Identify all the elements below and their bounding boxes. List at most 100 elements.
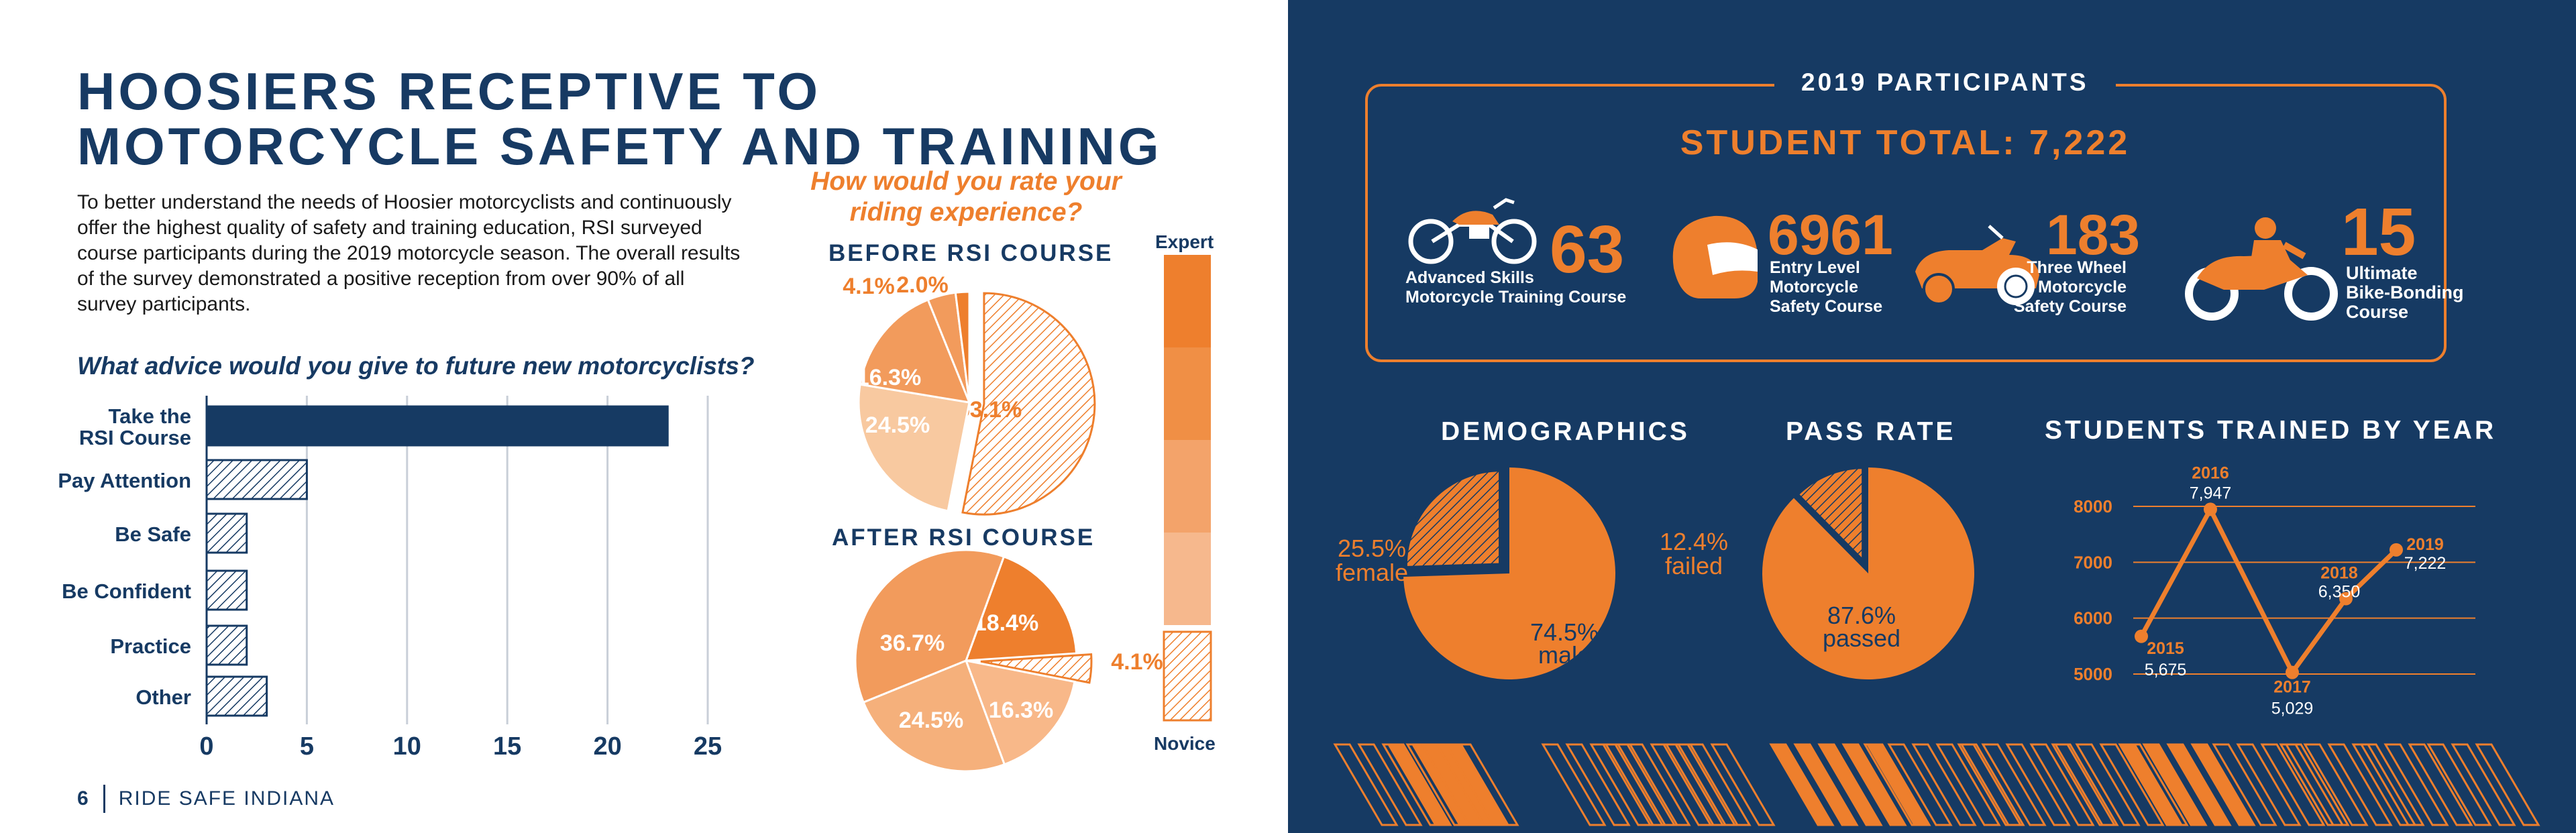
x-label: 2018 xyxy=(2320,564,2358,583)
stripe xyxy=(1957,743,2023,826)
participant-label-bike-bonding: Ultimate Bike-Bonding Course xyxy=(2346,264,2464,322)
participant-count-three-wheel: 183 xyxy=(2046,203,2141,266)
page-number: 6 xyxy=(77,787,90,810)
x-tick-label: 20 xyxy=(593,732,621,761)
students-by-year-title: STUDENTS TRAINED BY YEAR xyxy=(2045,416,2497,445)
x-tick-label: 25 xyxy=(694,732,722,761)
slice-percent-label: 12.4% xyxy=(1660,528,1728,555)
participant-count-bike-bonding: 15 xyxy=(2341,195,2416,270)
data-point xyxy=(2204,502,2217,516)
slice-name-label: passed xyxy=(1823,624,1900,652)
slice-percent-label: 87.6% xyxy=(1827,602,1896,629)
right-page: 2019 PARTICIPANTS STUDENT TOTAL: 7,222 6… xyxy=(1288,0,2576,833)
participant-label-advanced: Advanced Skills Motorcycle Training Cour… xyxy=(1405,268,1626,307)
page-title: HOOSIERS RECEPTIVE TO MOTORCYCLE SAFETY … xyxy=(77,62,1163,176)
pie-slice xyxy=(964,555,1078,662)
demographics-pie: 74.5%male 25.5%female xyxy=(1336,467,1615,679)
data-label: 7,947 xyxy=(2190,484,2232,502)
stripe xyxy=(2426,743,2492,826)
footer-brand: RIDE SAFE INDIANA xyxy=(118,787,335,810)
label-line: Entry Level xyxy=(1770,258,1860,277)
experience-scale-bar xyxy=(1163,255,1212,722)
label-line: Ultimate xyxy=(2346,263,2418,283)
label-line: Motorcycle Training Course xyxy=(1405,288,1627,307)
stripe xyxy=(2212,743,2277,826)
slice-percent-label: 25.5% xyxy=(1338,535,1406,562)
bar xyxy=(205,459,308,500)
before-course-pie: 53.1%24.5%16.3%4.1% 2.0% xyxy=(843,272,1096,516)
label-line: Three Wheel xyxy=(2027,258,2127,277)
y-tick-label: 7000 xyxy=(2074,552,2112,572)
scale-segment xyxy=(1163,630,1212,722)
slice-label: 4.1% xyxy=(1111,649,1163,675)
stripe xyxy=(2451,743,2516,826)
stripe xyxy=(1981,743,2047,826)
bar xyxy=(205,512,248,554)
label-line: Course xyxy=(2346,302,2409,322)
x-label: 2019 xyxy=(2406,535,2444,554)
stripe xyxy=(1565,743,1631,826)
stripe xyxy=(2005,743,2071,826)
pie-slice xyxy=(980,653,1093,684)
stripe xyxy=(1541,743,1607,826)
decorative-stripes xyxy=(1333,743,2540,826)
slice-label: 24.5% xyxy=(865,412,930,438)
x-tick-label: 5 xyxy=(300,732,314,761)
bar xyxy=(205,569,248,611)
x-label: 2017 xyxy=(2273,678,2311,697)
label-line: Advanced Skills xyxy=(1405,268,1534,287)
pie-slice xyxy=(1762,467,1974,679)
stripe xyxy=(2327,743,2393,826)
scale-novice-label: Novice xyxy=(1154,733,1216,754)
y-tick-label: 5000 xyxy=(2074,664,2112,684)
category-label: Other xyxy=(136,685,191,709)
pass-rate-title: PASS RATE xyxy=(1786,417,1956,446)
rating-question: How would you rate your riding experienc… xyxy=(810,167,1122,227)
stripe xyxy=(1793,743,1859,826)
stripe xyxy=(2236,743,2302,826)
slice-label: 16.3% xyxy=(857,365,921,390)
stripe xyxy=(2359,743,2425,826)
intro-paragraph: To better understand the needs of Hoosie… xyxy=(77,191,741,315)
pass-rate-pie: 87.6%passed 12.4%failed xyxy=(1660,465,1974,679)
scale-segment xyxy=(1164,440,1211,533)
slice-label: 36.7% xyxy=(880,630,945,656)
label-line: Safety Course xyxy=(2013,297,2127,316)
pie-slice xyxy=(1403,467,1615,679)
stripe xyxy=(2303,743,2369,826)
stripe xyxy=(2383,743,2449,826)
stripe xyxy=(1686,743,1752,826)
category-label: Practice xyxy=(110,634,191,658)
stripe xyxy=(1769,743,1835,826)
participant-label-entry: Entry Level Motorcycle Safety Course xyxy=(1770,258,1882,317)
stripe xyxy=(2099,743,2165,826)
stripe xyxy=(2408,743,2473,826)
y-tick-label: 6000 xyxy=(2074,608,2112,628)
pie-slice xyxy=(857,383,971,512)
slice-label: 4.1% xyxy=(843,274,895,299)
slice-name-label: male xyxy=(1538,641,1591,669)
stripe xyxy=(1710,743,1776,826)
pie-slice xyxy=(854,549,1006,704)
stripe xyxy=(1911,743,1977,826)
slice-label: 18.4% xyxy=(974,610,1038,636)
x-tick-label: 10 xyxy=(393,732,421,761)
label-line: Motorcycle xyxy=(1770,278,1858,296)
category-label: Be Safe xyxy=(115,522,191,546)
scale-segment xyxy=(1164,255,1211,347)
data-label: 6,350 xyxy=(2318,583,2361,602)
stripe xyxy=(2075,743,2141,826)
stripe xyxy=(2051,743,2116,826)
category-label: Be Confident xyxy=(62,579,191,603)
label-line: Bike-Bonding xyxy=(2346,282,2464,302)
stripe xyxy=(2475,743,2540,826)
bar xyxy=(205,405,669,447)
after-course-pie: 18.4% 4.1% 16.3% 24.5% 36.7% xyxy=(854,549,1163,773)
label-line: Safety Course xyxy=(1770,297,1883,316)
student-total: STUDENT TOTAL: 7,222 xyxy=(1680,123,2131,162)
stripe xyxy=(2166,743,2232,826)
stripe xyxy=(2190,743,2256,826)
stripe xyxy=(1662,743,1727,826)
students-by-year-line-chart: 5000 6000 7000 8000 2015 5,675 2016 7,947 2017 5,… xyxy=(2074,463,2475,718)
participant-count-entry: 6961 xyxy=(1768,203,1893,266)
